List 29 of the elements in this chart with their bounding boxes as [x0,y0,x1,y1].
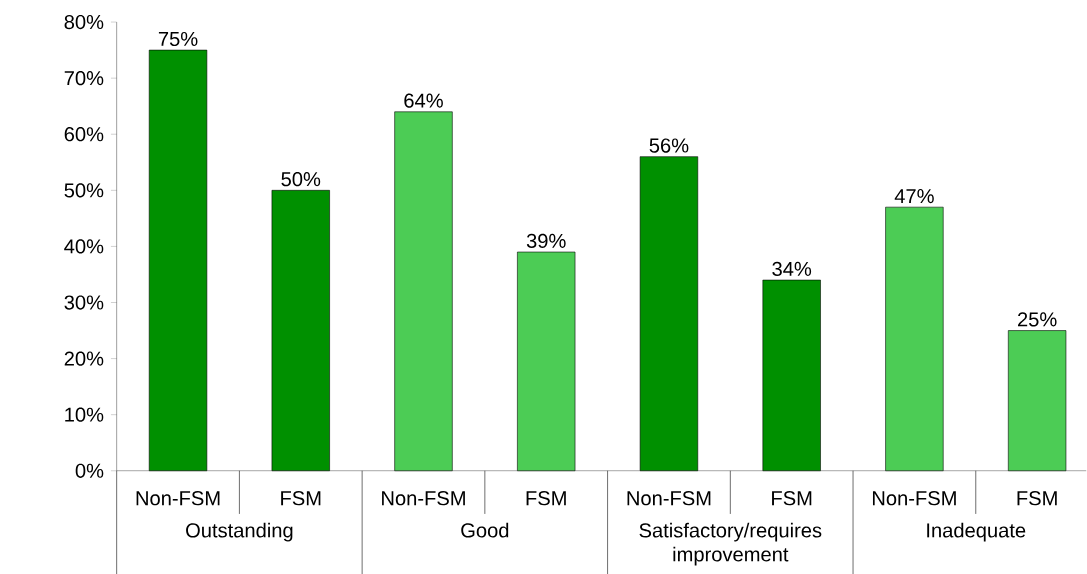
y-tick-label: 40% [64,239,104,254]
x-tick-label: FSM [772,490,812,506]
x-tick-label: Non-FSM [382,490,465,506]
y-tick-label: 30% [64,295,104,310]
x-tick-label: Non-FSM [136,490,220,506]
text: Inadequate [927,522,1026,542]
x-tick-label: Non-FSM [627,490,711,506]
y-tick-label: 60% [64,126,104,142]
y-tick-label: 80% [64,14,104,30]
data-label: 47% [894,188,934,203]
data-label: 75% [158,31,198,46]
data-label: 34% [772,261,812,276]
data-label: 25% [1018,312,1057,327]
x-tick-label: FSM [526,490,566,506]
data-label: 56% [649,138,689,153]
text: Outstanding [186,522,293,542]
x-tick-label: FSM [1017,490,1057,506]
data-label: 64% [404,93,443,108]
data-label: 50% [281,171,321,187]
text: Satisfactory/requires improvement [639,522,822,566]
text: Good [461,522,509,538]
y-tick-label: 10% [65,407,104,422]
x-tick-label: Non-FSM [872,490,956,506]
y-tick-label: 20% [64,351,104,366]
y-tick-label: 0% [75,463,104,478]
y-tick-label: 50% [64,183,104,198]
y-tick-label: 70% [64,70,104,86]
data-label: 39% [526,233,566,248]
x-tick-label: FSM [281,490,321,506]
